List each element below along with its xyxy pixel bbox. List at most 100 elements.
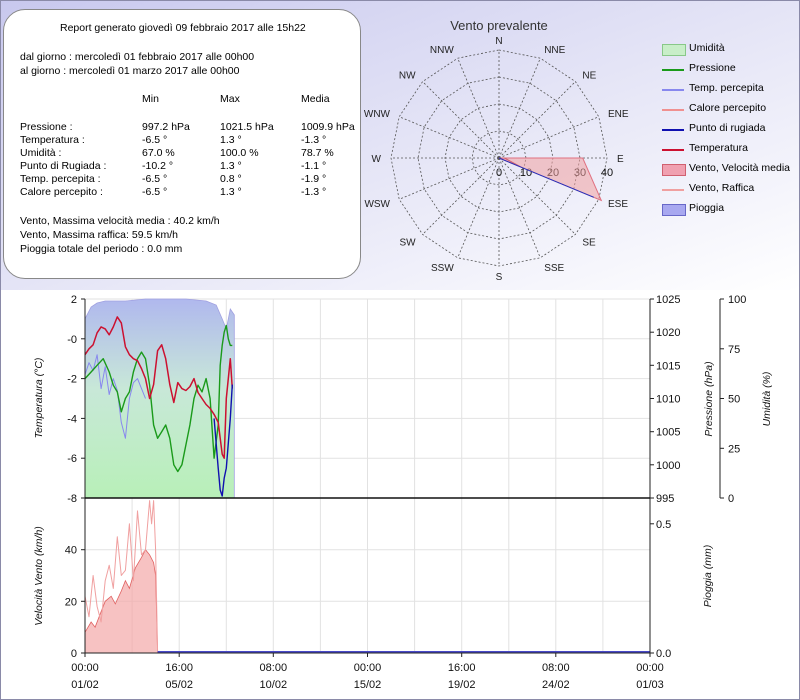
report-panel: Report generato giovedì 09 febbraio 2017… xyxy=(3,9,361,279)
row-label: Pressione : xyxy=(20,121,73,133)
row-avg: -1.3 ° xyxy=(301,186,327,198)
legend-line-swatch xyxy=(662,149,684,151)
radar-direction-label: NE xyxy=(582,71,596,82)
y-axis-title-wind: Velocità Vento (km/h) xyxy=(33,526,45,626)
y-tick-temperature: -6 xyxy=(67,453,77,465)
y-tick-temperature: -8 xyxy=(67,493,77,505)
rain-total-text: Pioggia totale del periodo : 0.0 mm xyxy=(20,243,183,255)
row-label: Temp. percepita : xyxy=(20,173,101,185)
radar-direction-label: WNW xyxy=(364,109,391,120)
legend-line-swatch xyxy=(662,69,684,71)
x-tick-time: 16:00 xyxy=(448,662,476,674)
legend-label: Vento, Raffica xyxy=(689,182,755,194)
radar-direction-label: E xyxy=(617,154,624,165)
series-wind-avg-area xyxy=(84,548,159,654)
row-min: 997.2 hPa xyxy=(142,121,190,133)
report-from: dal giorno : mercoledì 01 febbraio 2017 … xyxy=(20,51,255,63)
series-apparent-temp xyxy=(84,354,146,439)
y-tick-pressure: 1005 xyxy=(656,427,680,439)
row-min: -10.2 ° xyxy=(142,160,174,172)
x-tick-time: 00:00 xyxy=(71,662,99,674)
x-tick-date: 01/02 xyxy=(71,679,99,691)
row-max: 100.0 % xyxy=(220,147,259,159)
x-tick-time: 16:00 xyxy=(165,662,193,674)
row-label: Punto di Rugiada : xyxy=(20,160,107,172)
radar-direction-label: N xyxy=(495,36,502,47)
header-avg: Media xyxy=(301,93,330,105)
row-max: 1.3 ° xyxy=(220,134,242,146)
radar-ring xyxy=(471,130,527,186)
legend-label: Punto di rugiada xyxy=(689,122,766,134)
radar-ring xyxy=(390,49,608,267)
x-tick-date: 15/02 xyxy=(354,679,382,691)
y-tick-humidity: 50 xyxy=(728,394,740,406)
x-tick-time: 08:00 xyxy=(260,662,288,674)
x-tick-time: 00:00 xyxy=(354,662,382,674)
series-humidity-area xyxy=(84,298,235,499)
x-tick-date: 19/02 xyxy=(448,679,476,691)
y-tick-pressure: 1000 xyxy=(656,460,680,472)
row-label: Temperatura : xyxy=(20,134,85,146)
legend-line-swatch xyxy=(662,129,684,131)
row-avg: -1.1 ° xyxy=(301,160,327,172)
legend-label: Pioggia xyxy=(689,202,725,214)
y-axis-title-rain: Pioggia (mm) xyxy=(702,545,714,607)
row-label: Umidità : xyxy=(20,147,62,159)
y-tick-rain: 0.5 xyxy=(656,519,671,531)
legend-line-swatch xyxy=(662,89,684,91)
series-dew-point xyxy=(213,384,233,497)
legend-label: Temp. percepita xyxy=(689,82,764,94)
y-tick-pressure: 1015 xyxy=(656,360,680,372)
radar-r-tick: 40 xyxy=(601,167,613,179)
y-axis-title-humidity: Umidità (%) xyxy=(761,372,773,427)
row-min: -6.5 ° xyxy=(142,173,168,185)
x-tick-time: 08:00 xyxy=(542,662,570,674)
radar-direction-label: ESE xyxy=(608,199,628,210)
y-tick-humidity: 0 xyxy=(728,493,734,505)
legend-label: Calore percepito xyxy=(689,102,767,114)
y-tick-temperature: -4 xyxy=(67,413,77,425)
x-tick-date: 05/02 xyxy=(165,679,193,691)
legend-line-swatch xyxy=(662,189,684,191)
y-tick-temperature: 2 xyxy=(71,294,77,306)
series-wind-gust xyxy=(84,500,159,654)
legend-label: Vento, Velocità media xyxy=(689,162,790,174)
row-min: 67.0 % xyxy=(142,147,175,159)
row-max: 1.3 ° xyxy=(220,186,242,198)
y-axis-title-pressure: Pressione (hPa) xyxy=(703,361,715,436)
x-tick-time: 00:00 xyxy=(636,662,664,674)
wind-avg-text: Vento, Massima velocità media : 40.2 km/… xyxy=(20,215,220,227)
radar-direction-label: NW xyxy=(399,71,416,82)
y-tick-rain: 0.0 xyxy=(656,648,671,660)
x-tick-date: 01/03 xyxy=(636,679,664,691)
row-min: -6.5 ° xyxy=(142,186,168,198)
y-tick-pressure: 1010 xyxy=(656,394,680,406)
radar-direction-label: S xyxy=(496,272,503,283)
row-min: -6.5 ° xyxy=(142,134,168,146)
series-pressure xyxy=(84,324,233,473)
y-tick-pressure: 1020 xyxy=(656,327,680,339)
y-tick-temperature: -0 xyxy=(67,334,77,346)
x-tick-date: 24/02 xyxy=(542,679,570,691)
row-avg: -1.3 ° xyxy=(301,134,327,146)
legend-label: Umidità xyxy=(689,42,725,54)
legend-label: Pressione xyxy=(689,62,736,74)
header-max: Max xyxy=(220,93,240,105)
radar-direction-label: W xyxy=(372,154,382,165)
row-max: 1.3 ° xyxy=(220,160,242,172)
radar-direction-label: SE xyxy=(582,237,596,248)
y-tick-humidity: 75 xyxy=(728,344,740,356)
radar-direction-label: NNW xyxy=(430,45,454,56)
row-label: Calore percepito : xyxy=(20,186,103,198)
radar-direction-label: SSW xyxy=(431,263,454,274)
header-min: Min xyxy=(142,93,159,105)
y-tick-wind: 0 xyxy=(71,648,77,660)
legend-swatch xyxy=(662,44,686,56)
radar-r-tick: 0 xyxy=(496,167,502,179)
row-avg: 78.7 % xyxy=(301,147,334,159)
y-tick-humidity: 100 xyxy=(728,294,746,306)
y-tick-wind: 40 xyxy=(65,545,77,557)
y-tick-pressure: 995 xyxy=(656,493,674,505)
